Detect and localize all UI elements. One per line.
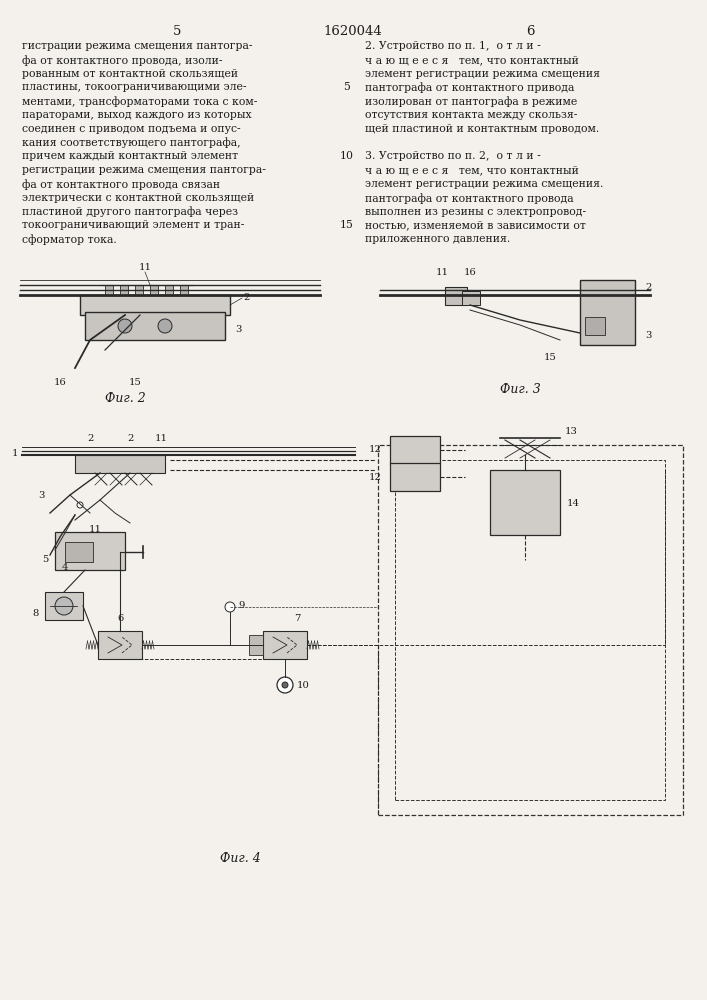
Text: гистрации режима смещения пантогра-: гистрации режима смещения пантогра- — [22, 41, 252, 51]
Text: 10: 10 — [340, 151, 354, 161]
Text: 7: 7 — [294, 614, 300, 623]
Text: 12: 12 — [369, 446, 382, 454]
Text: 6: 6 — [526, 25, 534, 38]
Bar — [80, 295, 230, 315]
Text: изолирован от пантографа в режиме: изолирован от пантографа в режиме — [365, 96, 577, 107]
Text: ментами, трансформаторами тока с ком-: ментами, трансформаторами тока с ком- — [22, 96, 257, 107]
Text: 4: 4 — [62, 563, 69, 572]
Text: 15: 15 — [544, 353, 556, 362]
Circle shape — [158, 319, 172, 333]
Bar — [120, 285, 128, 295]
Text: ч а ю щ е е с я   тем, что контактный: ч а ю щ е е с я тем, что контактный — [365, 55, 579, 65]
Text: Фиг. 4: Фиг. 4 — [220, 852, 260, 865]
Bar — [180, 285, 188, 295]
Text: 3: 3 — [39, 490, 45, 499]
Text: параторами, выход каждого из которых: параторами, выход каждого из которых — [22, 110, 252, 120]
Text: Фиг. 2: Фиг. 2 — [105, 392, 146, 405]
Circle shape — [277, 677, 293, 693]
Text: приложенного давления.: приложенного давления. — [365, 234, 510, 244]
Text: 5: 5 — [344, 82, 351, 92]
Text: 8: 8 — [33, 609, 39, 618]
Circle shape — [57, 534, 64, 540]
Text: причем каждый контактный элемент: причем каждый контактный элемент — [22, 151, 238, 161]
Text: кания соответствующего пантографа,: кания соответствующего пантографа, — [22, 138, 240, 148]
Text: 15: 15 — [129, 378, 141, 387]
Bar — [65, 542, 93, 562]
Text: 3. Устройство по п. 2,  о т л и -: 3. Устройство по п. 2, о т л и - — [365, 151, 541, 161]
Bar — [263, 631, 307, 659]
Text: 3: 3 — [235, 326, 241, 334]
Circle shape — [77, 502, 83, 508]
Text: рованным от контактной скользящей: рованным от контактной скользящей — [22, 69, 238, 79]
Bar — [150, 285, 158, 295]
Text: 2: 2 — [87, 434, 93, 443]
Text: щей пластиной и контактным проводом.: щей пластиной и контактным проводом. — [365, 124, 600, 134]
Text: 1: 1 — [11, 448, 18, 458]
Text: 2: 2 — [645, 282, 651, 292]
Bar — [390, 436, 440, 464]
Bar — [585, 317, 605, 335]
Text: 3: 3 — [645, 330, 651, 340]
Text: 11: 11 — [139, 263, 151, 272]
Bar — [490, 470, 560, 535]
Text: 11: 11 — [88, 525, 102, 534]
Text: токоограничивающий элемент и тран-: токоограничивающий элемент и тран- — [22, 220, 245, 230]
Text: соединен с приводом подъема и опус-: соединен с приводом подъема и опус- — [22, 124, 240, 134]
Bar — [135, 285, 143, 295]
Text: фа от контактного провода связан: фа от контактного провода связан — [22, 179, 220, 190]
Text: 2: 2 — [127, 434, 133, 443]
Bar — [105, 285, 113, 295]
Circle shape — [55, 597, 73, 615]
Text: элемент регистрации режима смещения: элемент регистрации режима смещения — [365, 69, 600, 79]
Text: пантографа от контактного провода: пантографа от контактного провода — [365, 193, 573, 204]
Text: выполнен из резины с электропровод-: выполнен из резины с электропровод- — [365, 207, 586, 217]
Text: 10: 10 — [297, 680, 310, 690]
Text: пантографа от контактного привода: пантографа от контактного привода — [365, 82, 574, 93]
Text: 16: 16 — [464, 268, 477, 277]
Text: пластины, токоограничивающими эле-: пластины, токоограничивающими эле- — [22, 82, 247, 92]
Text: ч а ю щ е е с я   тем, что контактный: ч а ю щ е е с я тем, что контактный — [365, 165, 579, 175]
Bar — [85, 312, 225, 340]
Text: 11: 11 — [155, 434, 168, 443]
Text: 13: 13 — [565, 428, 578, 436]
Circle shape — [118, 319, 132, 333]
Text: 16: 16 — [54, 378, 66, 387]
Text: сформатор тока.: сформатор тока. — [22, 234, 117, 245]
Bar — [445, 287, 467, 305]
Bar — [75, 455, 165, 473]
Bar — [45, 592, 83, 620]
Text: 14: 14 — [567, 498, 580, 508]
Text: 5: 5 — [42, 556, 49, 564]
Text: 2: 2 — [243, 294, 250, 302]
Text: фа от контактного провода, изоли-: фа от контактного провода, изоли- — [22, 55, 223, 66]
Text: 15: 15 — [340, 220, 354, 230]
Text: 1620044: 1620044 — [324, 25, 382, 38]
Text: 12: 12 — [369, 473, 382, 482]
Circle shape — [282, 682, 288, 688]
Bar — [378, 445, 683, 815]
Text: 2. Устройство по п. 1,  о т л и -: 2. Устройство по п. 1, о т л и - — [365, 41, 541, 51]
Bar — [249, 635, 263, 655]
Text: 5: 5 — [173, 25, 181, 38]
Text: Фиг. 3: Фиг. 3 — [500, 383, 540, 396]
Text: пластиной другого пантографа через: пластиной другого пантографа через — [22, 207, 238, 217]
Bar — [580, 280, 635, 345]
Text: ностью, изменяемой в зависимости от: ностью, изменяемой в зависимости от — [365, 220, 586, 230]
Bar — [98, 631, 142, 659]
Text: элемент регистрации режима смещения.: элемент регистрации режима смещения. — [365, 179, 603, 189]
Text: 9: 9 — [238, 600, 245, 609]
Bar — [55, 532, 125, 570]
Text: 6: 6 — [117, 614, 123, 623]
Text: регистрации режима смещения пантогра-: регистрации режима смещения пантогра- — [22, 165, 266, 175]
Text: 11: 11 — [436, 268, 448, 277]
Circle shape — [225, 602, 235, 612]
Bar — [395, 460, 665, 800]
Bar — [462, 291, 480, 305]
Bar — [390, 463, 440, 491]
Text: отсутствия контакта между скользя-: отсутствия контакта между скользя- — [365, 110, 578, 120]
Bar — [165, 285, 173, 295]
Text: электрически с контактной скользящей: электрически с контактной скользящей — [22, 193, 255, 203]
